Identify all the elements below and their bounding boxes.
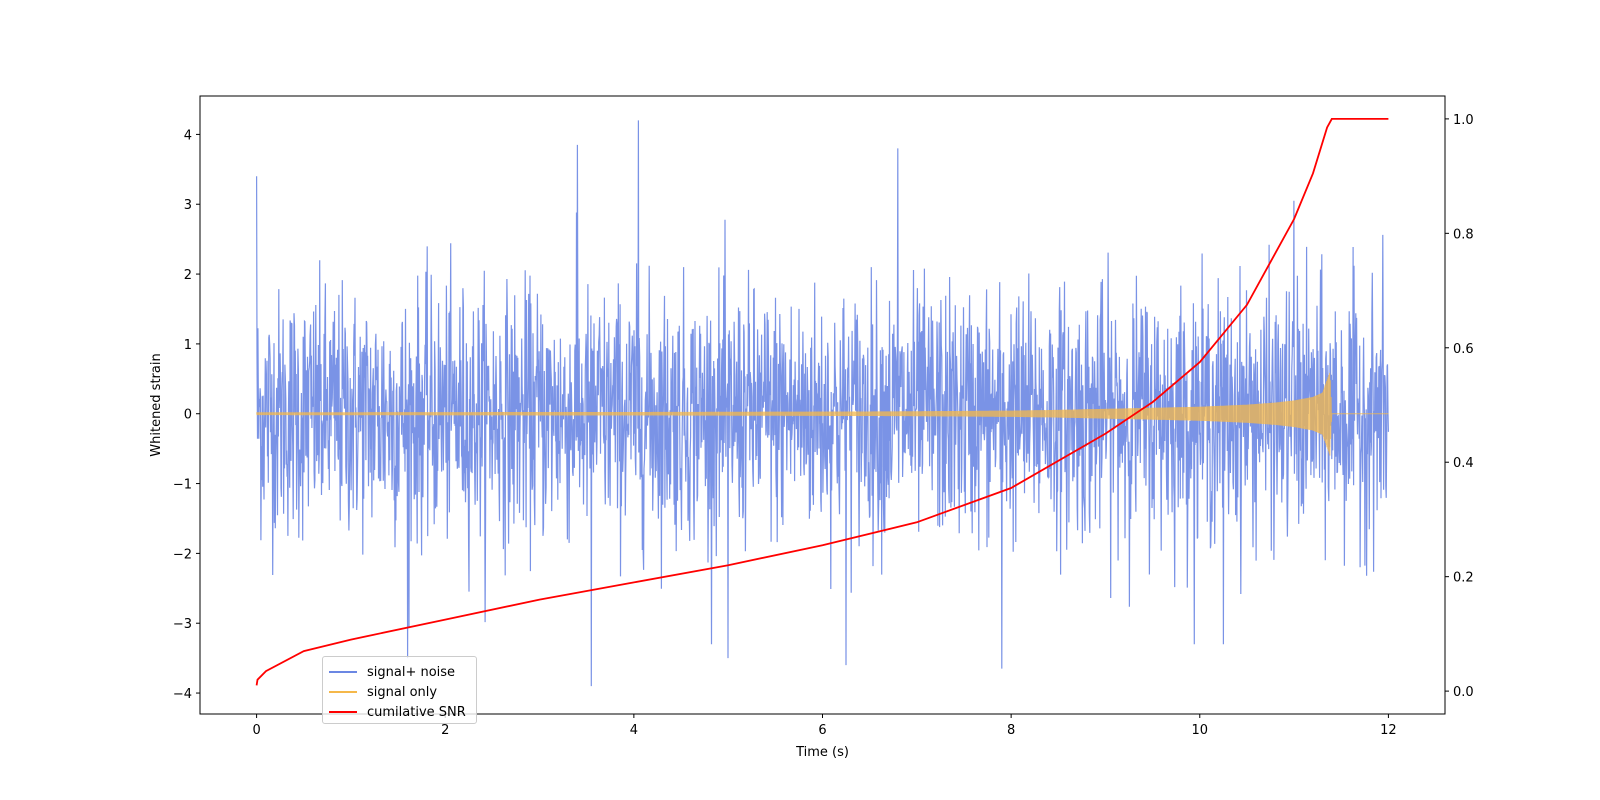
- x-tick-label: 2: [441, 723, 449, 738]
- y2-tick-label: 0.6: [1453, 342, 1474, 357]
- y2-tick-label: 0.2: [1453, 571, 1474, 586]
- y-tick-label: 0: [184, 408, 192, 423]
- series-cumulative-snr-line: [255, 118, 1389, 686]
- x-tick-label: 6: [818, 723, 826, 738]
- legend-swatch-cumulative-snr: [329, 711, 357, 713]
- x-tick-label: 12: [1380, 723, 1397, 738]
- legend-item-signal-only: signal only: [329, 683, 437, 701]
- y2-tick-label: 1.0: [1453, 113, 1474, 128]
- x-tick-label: 8: [1007, 723, 1015, 738]
- legend-label-signal-only: signal only: [367, 684, 438, 700]
- legend: signal+ noise signal only cumilative SNR: [322, 656, 477, 724]
- legend-swatch-signal-only: [329, 691, 357, 693]
- x-tick-label: 0: [252, 723, 260, 738]
- y2-tick-label: 0.0: [1453, 685, 1474, 700]
- x-axis-label: Time (s): [795, 745, 849, 760]
- y-tick-label: 4: [184, 128, 192, 143]
- y-tick-label: −4: [173, 687, 192, 702]
- legend-swatch-signal-noise: [329, 671, 357, 673]
- y-tick-label: 2: [184, 268, 192, 283]
- y-tick-label: −3: [173, 617, 192, 632]
- y-tick-label: −1: [173, 478, 192, 493]
- legend-label-signal-noise: signal+ noise: [367, 664, 456, 680]
- x-tick-label: 4: [630, 723, 638, 738]
- series-signal-only-line: [256, 372, 1389, 456]
- y2-tick-label: 0.8: [1453, 227, 1474, 242]
- legend-item-signal-noise: signal+ noise: [329, 663, 455, 681]
- legend-item-cumulative-snr: cumilative SNR: [329, 703, 466, 721]
- y-axis-label: Whitened strain: [149, 353, 164, 456]
- y-tick-label: 3: [184, 198, 192, 213]
- y-tick-label: 1: [184, 338, 192, 353]
- y-tick-label: −2: [173, 547, 192, 562]
- x-tick-label: 10: [1191, 723, 1208, 738]
- series-signal-noise-line: [256, 120, 1389, 687]
- y2-tick-label: 0.4: [1453, 456, 1474, 471]
- legend-label-cumulative-snr: cumilative SNR: [367, 704, 466, 720]
